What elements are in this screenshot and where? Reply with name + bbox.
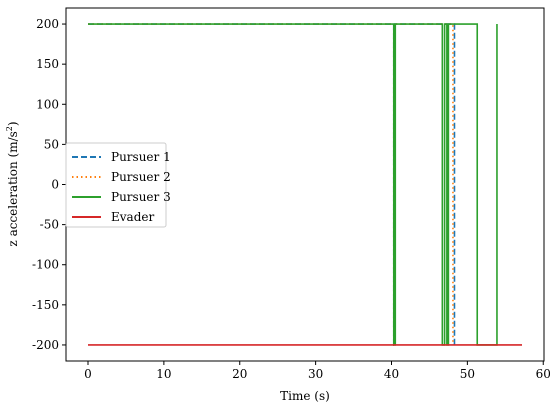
y-tick-label: -100: [32, 258, 59, 272]
y-tick-label: -200: [32, 338, 59, 352]
x-tick-label: 40: [384, 367, 399, 381]
y-tick-label: 0: [51, 178, 59, 192]
x-tick-label: 0: [84, 367, 92, 381]
legend-label: Pursuer 2: [111, 170, 171, 184]
y-axis-label: z acceleration (m/s2): [5, 121, 20, 246]
y-tick-label: -50: [40, 218, 59, 232]
legend-label: Pursuer 1: [111, 150, 171, 164]
x-tick-label: 60: [536, 367, 550, 381]
y-axis: -200 -150 -100 -50 0 50 100 150 200: [32, 17, 66, 352]
y-tick-label: 100: [36, 97, 59, 111]
series-layer: [88, 23, 522, 346]
y-tick-label: 200: [36, 17, 59, 31]
x-axis: 0 10 20 30 40 50 60: [84, 361, 550, 381]
legend-label: Pursuer 3: [111, 190, 171, 204]
legend-label: Evader: [111, 210, 154, 224]
y-tick-label: 50: [44, 137, 59, 151]
legend: Pursuer 1 Pursuer 2 Pursuer 3 Evader: [65, 142, 171, 228]
x-axis-label: Time (s): [280, 389, 330, 403]
x-tick-label: 50: [460, 367, 475, 381]
legend-box: [65, 142, 167, 228]
x-tick-label: 10: [156, 367, 171, 381]
x-tick-label: 20: [232, 367, 247, 381]
y-tick-label: -150: [32, 298, 59, 312]
x-tick-label: 30: [308, 367, 323, 381]
y-tick-label: 150: [36, 57, 59, 71]
